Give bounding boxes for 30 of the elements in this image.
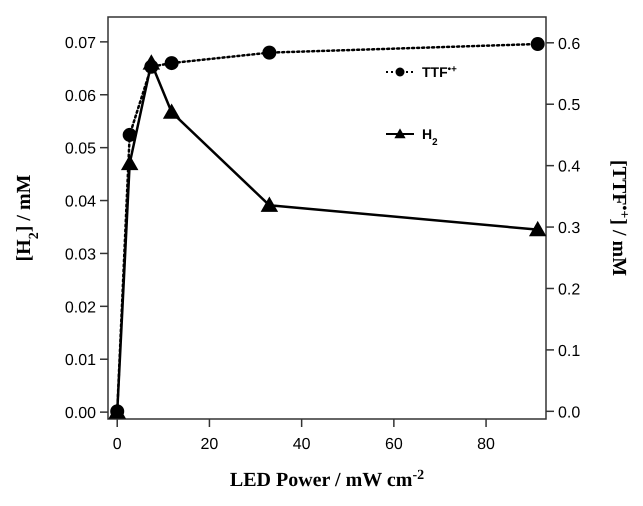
y-tick-label: 0.04: [64, 194, 96, 211]
y-tick-label: 0.02: [64, 299, 96, 316]
y-tick-label: 0.07: [64, 34, 96, 52]
y-tick-label: 0.03: [64, 246, 96, 264]
y2-tick-label: 0.5: [558, 97, 580, 114]
x-tick-label: 0: [112, 436, 122, 453]
y-tick-label: 0.00: [64, 405, 96, 422]
point: [162, 103, 180, 119]
x-tick-label: 20: [200, 436, 218, 453]
x-tick-label: 40: [292, 436, 311, 453]
point: [262, 46, 276, 60]
point: [122, 128, 137, 142]
y2-tick-label: 0.0: [558, 404, 580, 422]
y-tick-label: 0.05: [64, 140, 96, 158]
y2-tick-label: 0.1: [558, 342, 580, 360]
x-tick-label: 80: [477, 436, 496, 453]
x-tick-label: 60: [384, 436, 403, 453]
y-tick-label: 0.06: [64, 88, 96, 105]
point: [530, 37, 545, 52]
x-axis-title: LED Power / mW cm$^{-2}$: [230, 468, 424, 491]
y2-tick-label: 0.6: [558, 36, 580, 53]
point: [260, 196, 278, 212]
point: [528, 220, 546, 236]
y2-tick-label: 0.3: [558, 220, 580, 238]
point: [164, 56, 179, 70]
y2-tick-label: 0.2: [558, 281, 580, 298]
legend-label: TTF$^{•+}$: [422, 64, 458, 80]
legend-label: H$_{2}$: [422, 126, 438, 148]
y2-tick-label: 0.4: [558, 158, 580, 176]
y-tick-label: 0.01: [64, 352, 96, 370]
